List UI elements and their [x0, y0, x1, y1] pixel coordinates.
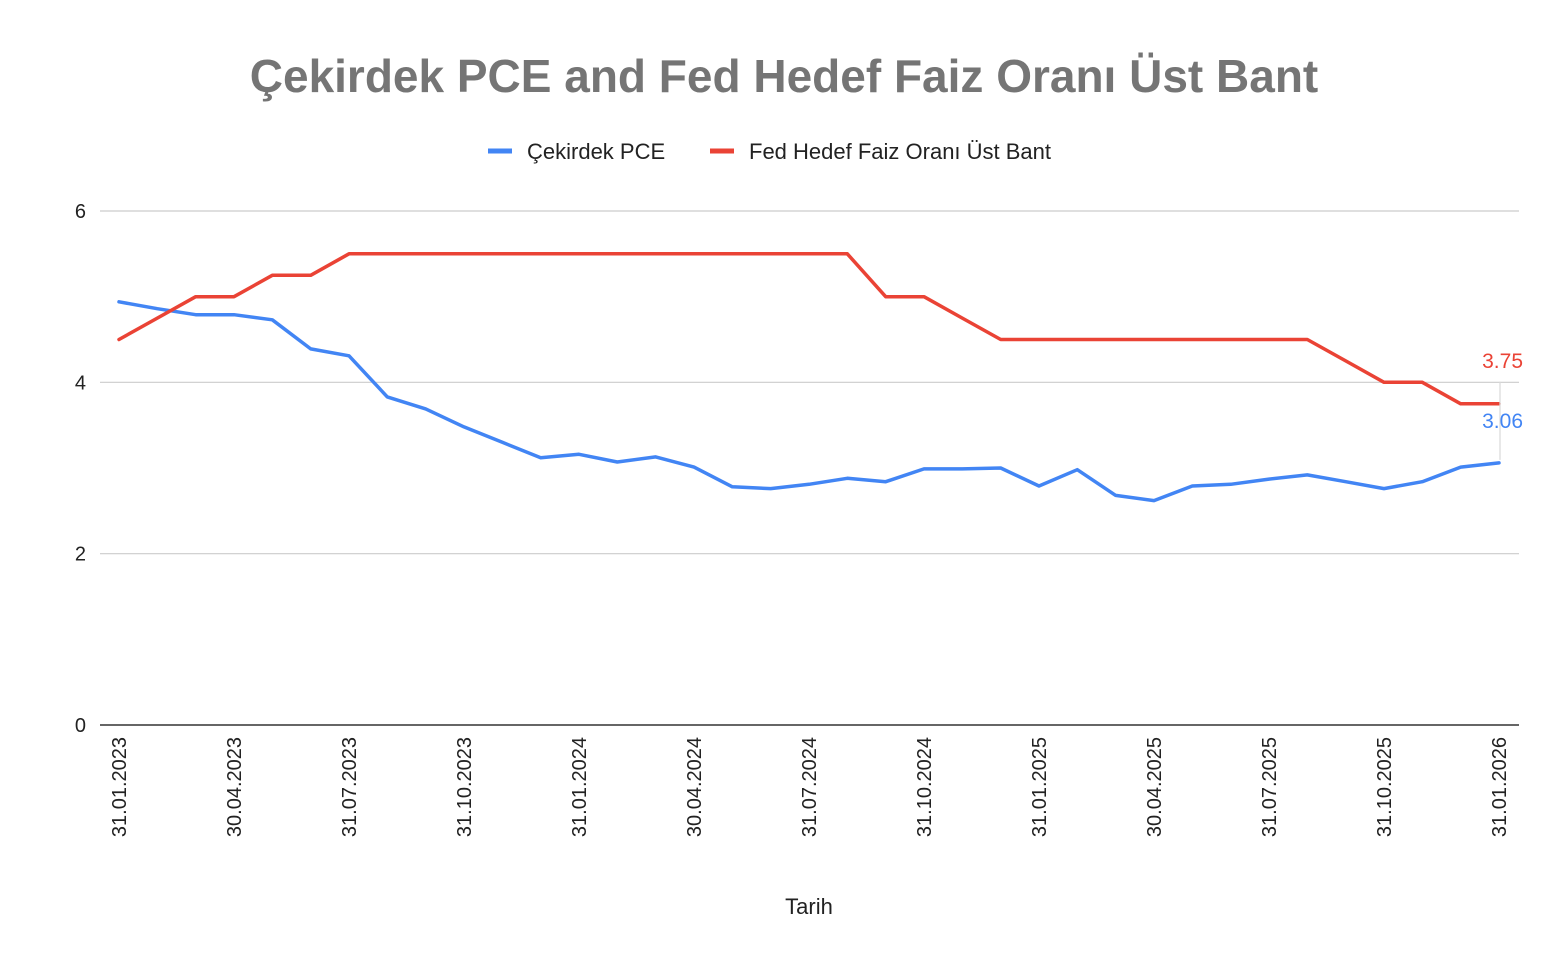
y-tick-label: 0 [75, 715, 86, 737]
data-label-core-pce-last: 3.06 [1482, 410, 1523, 433]
x-tick-label: 31.10.2024 [914, 737, 936, 837]
series-line-1[interactable] [117, 252, 1501, 406]
data-labels: 3.75 3.06 [1482, 350, 1523, 460]
chart-title: Çekirdek PCE and Fed Hedef Faiz Oranı Üs… [250, 50, 1318, 102]
x-tick-label: 31.10.2025 [1374, 737, 1396, 837]
x-tick-label: 30.04.2023 [224, 737, 246, 837]
legend-label-core-pce: Çekirdek PCE [527, 139, 665, 164]
x-tick-label: 31.07.2024 [799, 737, 821, 837]
legend: Çekirdek PCE Fed Hedef Faiz Oranı Üst Ba… [488, 139, 1051, 164]
series-line-0[interactable] [117, 300, 1501, 503]
data-label-fed-rate-last: 3.75 [1482, 350, 1523, 373]
legend-item-fed-rate[interactable]: Fed Hedef Faiz Oranı Üst Bant [710, 139, 1051, 164]
y-tick-label: 4 [75, 372, 86, 394]
x-tick-label: 30.04.2025 [1144, 737, 1166, 837]
x-tick-label: 31.07.2025 [1259, 737, 1281, 837]
x-tick-label: 31.01.2024 [569, 737, 591, 837]
x-tick-label: 31.01.2025 [1029, 737, 1051, 837]
y-axis-ticks: 0 2 4 6 [75, 201, 86, 737]
y-tick-label: 6 [75, 201, 86, 223]
legend-item-core-pce[interactable]: Çekirdek PCE [488, 139, 665, 164]
x-tick-label: 31.01.2023 [109, 737, 131, 837]
series-lines [117, 252, 1501, 503]
x-tick-label: 30.04.2024 [684, 737, 706, 837]
x-tick-label: 31.10.2023 [454, 737, 476, 837]
x-axis-title: Tarih [785, 894, 833, 919]
legend-label-fed-rate: Fed Hedef Faiz Oranı Üst Bant [749, 139, 1051, 164]
y-tick-label: 2 [75, 544, 86, 566]
gridlines [100, 210, 1519, 555]
x-tick-label: 31.07.2023 [339, 737, 361, 837]
x-axis-ticks: 31.01.2023 30.04.2023 31.07.2023 31.10.2023… [109, 737, 1511, 837]
x-tick-label: 31.01.2026 [1489, 737, 1511, 837]
